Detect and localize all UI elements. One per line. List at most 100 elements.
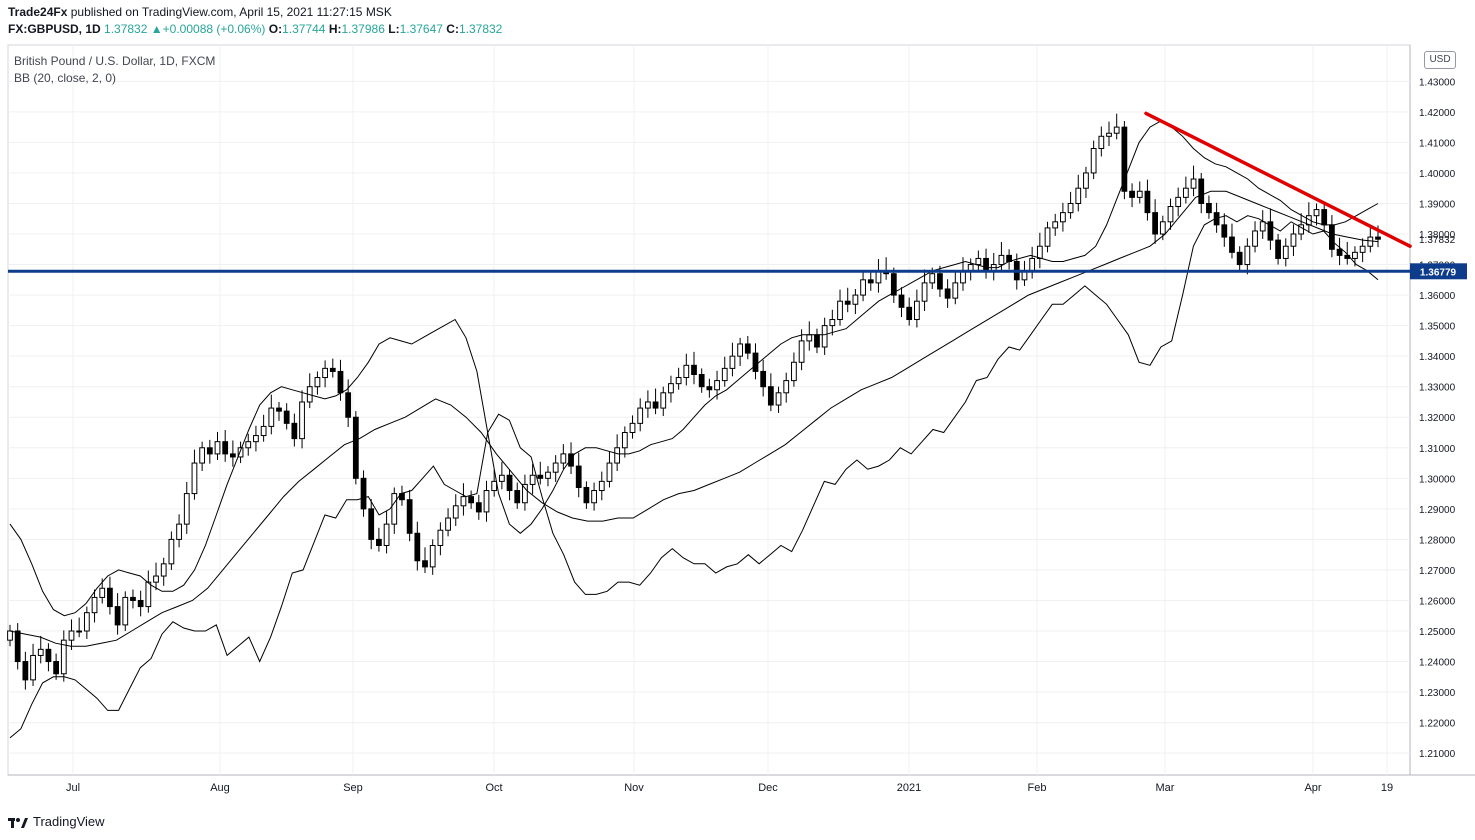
candle [975, 250, 982, 271]
candle [1229, 223, 1235, 259]
candle-body [898, 294, 905, 308]
candle [352, 411, 359, 485]
candle-body [168, 538, 175, 565]
candle [1282, 238, 1289, 267]
candle [906, 297, 913, 326]
candle-body [160, 563, 167, 577]
symbol-label: FX:GBPUSD, 1D [8, 22, 101, 36]
candle-body [1313, 209, 1320, 217]
candle [422, 547, 428, 573]
indicator-legend[interactable]: BB (20, close, 2, 0) [14, 71, 117, 85]
candle-body [1136, 190, 1143, 198]
candle-body [1182, 187, 1189, 198]
up-arrow-icon: ▲ [150, 22, 163, 36]
candle-body [14, 630, 21, 663]
candle [606, 451, 613, 488]
candle-body [314, 377, 321, 388]
candle [114, 593, 121, 635]
candle-body [460, 496, 467, 507]
publisher-name[interactable]: Trade24Fx [8, 5, 68, 19]
candle [675, 367, 682, 390]
candle [22, 651, 29, 690]
candle-body [107, 587, 113, 608]
candle-body [414, 532, 421, 562]
candle-body [844, 300, 851, 305]
candle [1359, 238, 1366, 263]
candle-body [829, 319, 836, 327]
candle [691, 351, 697, 385]
candle-body [975, 257, 982, 266]
candle-body [867, 279, 874, 284]
candle [153, 562, 159, 591]
candle [68, 619, 75, 650]
candle-body [606, 462, 613, 482]
candle [314, 371, 321, 395]
candle [191, 449, 198, 500]
candle-body [60, 639, 67, 675]
candle [83, 606, 90, 639]
y-tick-label: 1.29000 [1419, 505, 1456, 516]
candle [545, 466, 551, 487]
candle [60, 630, 67, 682]
candle [1106, 121, 1112, 147]
candle-body [214, 441, 221, 455]
candle [522, 474, 528, 511]
candle [291, 413, 298, 447]
candle-body [775, 392, 782, 406]
y-tick-label: 1.24000 [1419, 658, 1456, 669]
candle-body [1259, 221, 1266, 232]
candle [76, 617, 83, 638]
candle [1305, 202, 1312, 233]
candle [1067, 191, 1074, 219]
candle [1198, 172, 1205, 214]
candle-body [422, 560, 428, 568]
candle-body [1336, 248, 1343, 256]
candle [183, 481, 190, 534]
candle-body [668, 383, 674, 394]
candle [883, 257, 890, 280]
candle-body [445, 517, 451, 531]
candle-body [122, 596, 129, 626]
high-label: H: [328, 22, 342, 36]
candle [814, 328, 820, 354]
candle-body [91, 596, 98, 614]
y-tick-label: 1.41000 [1419, 138, 1456, 149]
candle [1036, 232, 1043, 269]
candle [237, 441, 244, 464]
candle-body [22, 661, 29, 681]
tradingview-brand[interactable]: TradingView [33, 814, 105, 829]
candle-body [376, 538, 382, 547]
candle-body [491, 480, 498, 492]
candle-body [598, 480, 605, 492]
candle [406, 489, 413, 542]
candle [1267, 208, 1274, 250]
candle-body [1121, 126, 1128, 192]
candle-body [783, 380, 790, 394]
candle-body [1359, 245, 1366, 253]
candle-body [1198, 178, 1205, 204]
instrument-legend[interactable]: British Pound / U.S. Dollar, 1D, FXCM [14, 54, 216, 68]
candle [529, 463, 536, 495]
open-label: O: [268, 22, 283, 36]
publish-info: Trade24Fx published on TradingView.com, … [8, 5, 392, 19]
candle [329, 358, 336, 378]
candle [399, 485, 405, 506]
candle-body [1152, 212, 1159, 235]
y-tick-label: 1.38000 [1419, 230, 1456, 241]
candle [760, 359, 767, 397]
candle [1259, 210, 1266, 239]
candle [591, 482, 597, 511]
candle-body [1290, 233, 1297, 247]
candle [1206, 195, 1212, 219]
currency-badge[interactable]: USD [1424, 51, 1456, 69]
candle [1152, 199, 1159, 244]
candle-body [645, 401, 651, 409]
candle [37, 635, 44, 664]
y-tick-label: 1.40000 [1419, 169, 1456, 180]
candle-body [1098, 135, 1105, 150]
candle-body [552, 462, 559, 473]
candle [445, 508, 451, 537]
tradingview-logo-icon [8, 817, 28, 828]
x-tick-label: Aug [210, 782, 230, 794]
